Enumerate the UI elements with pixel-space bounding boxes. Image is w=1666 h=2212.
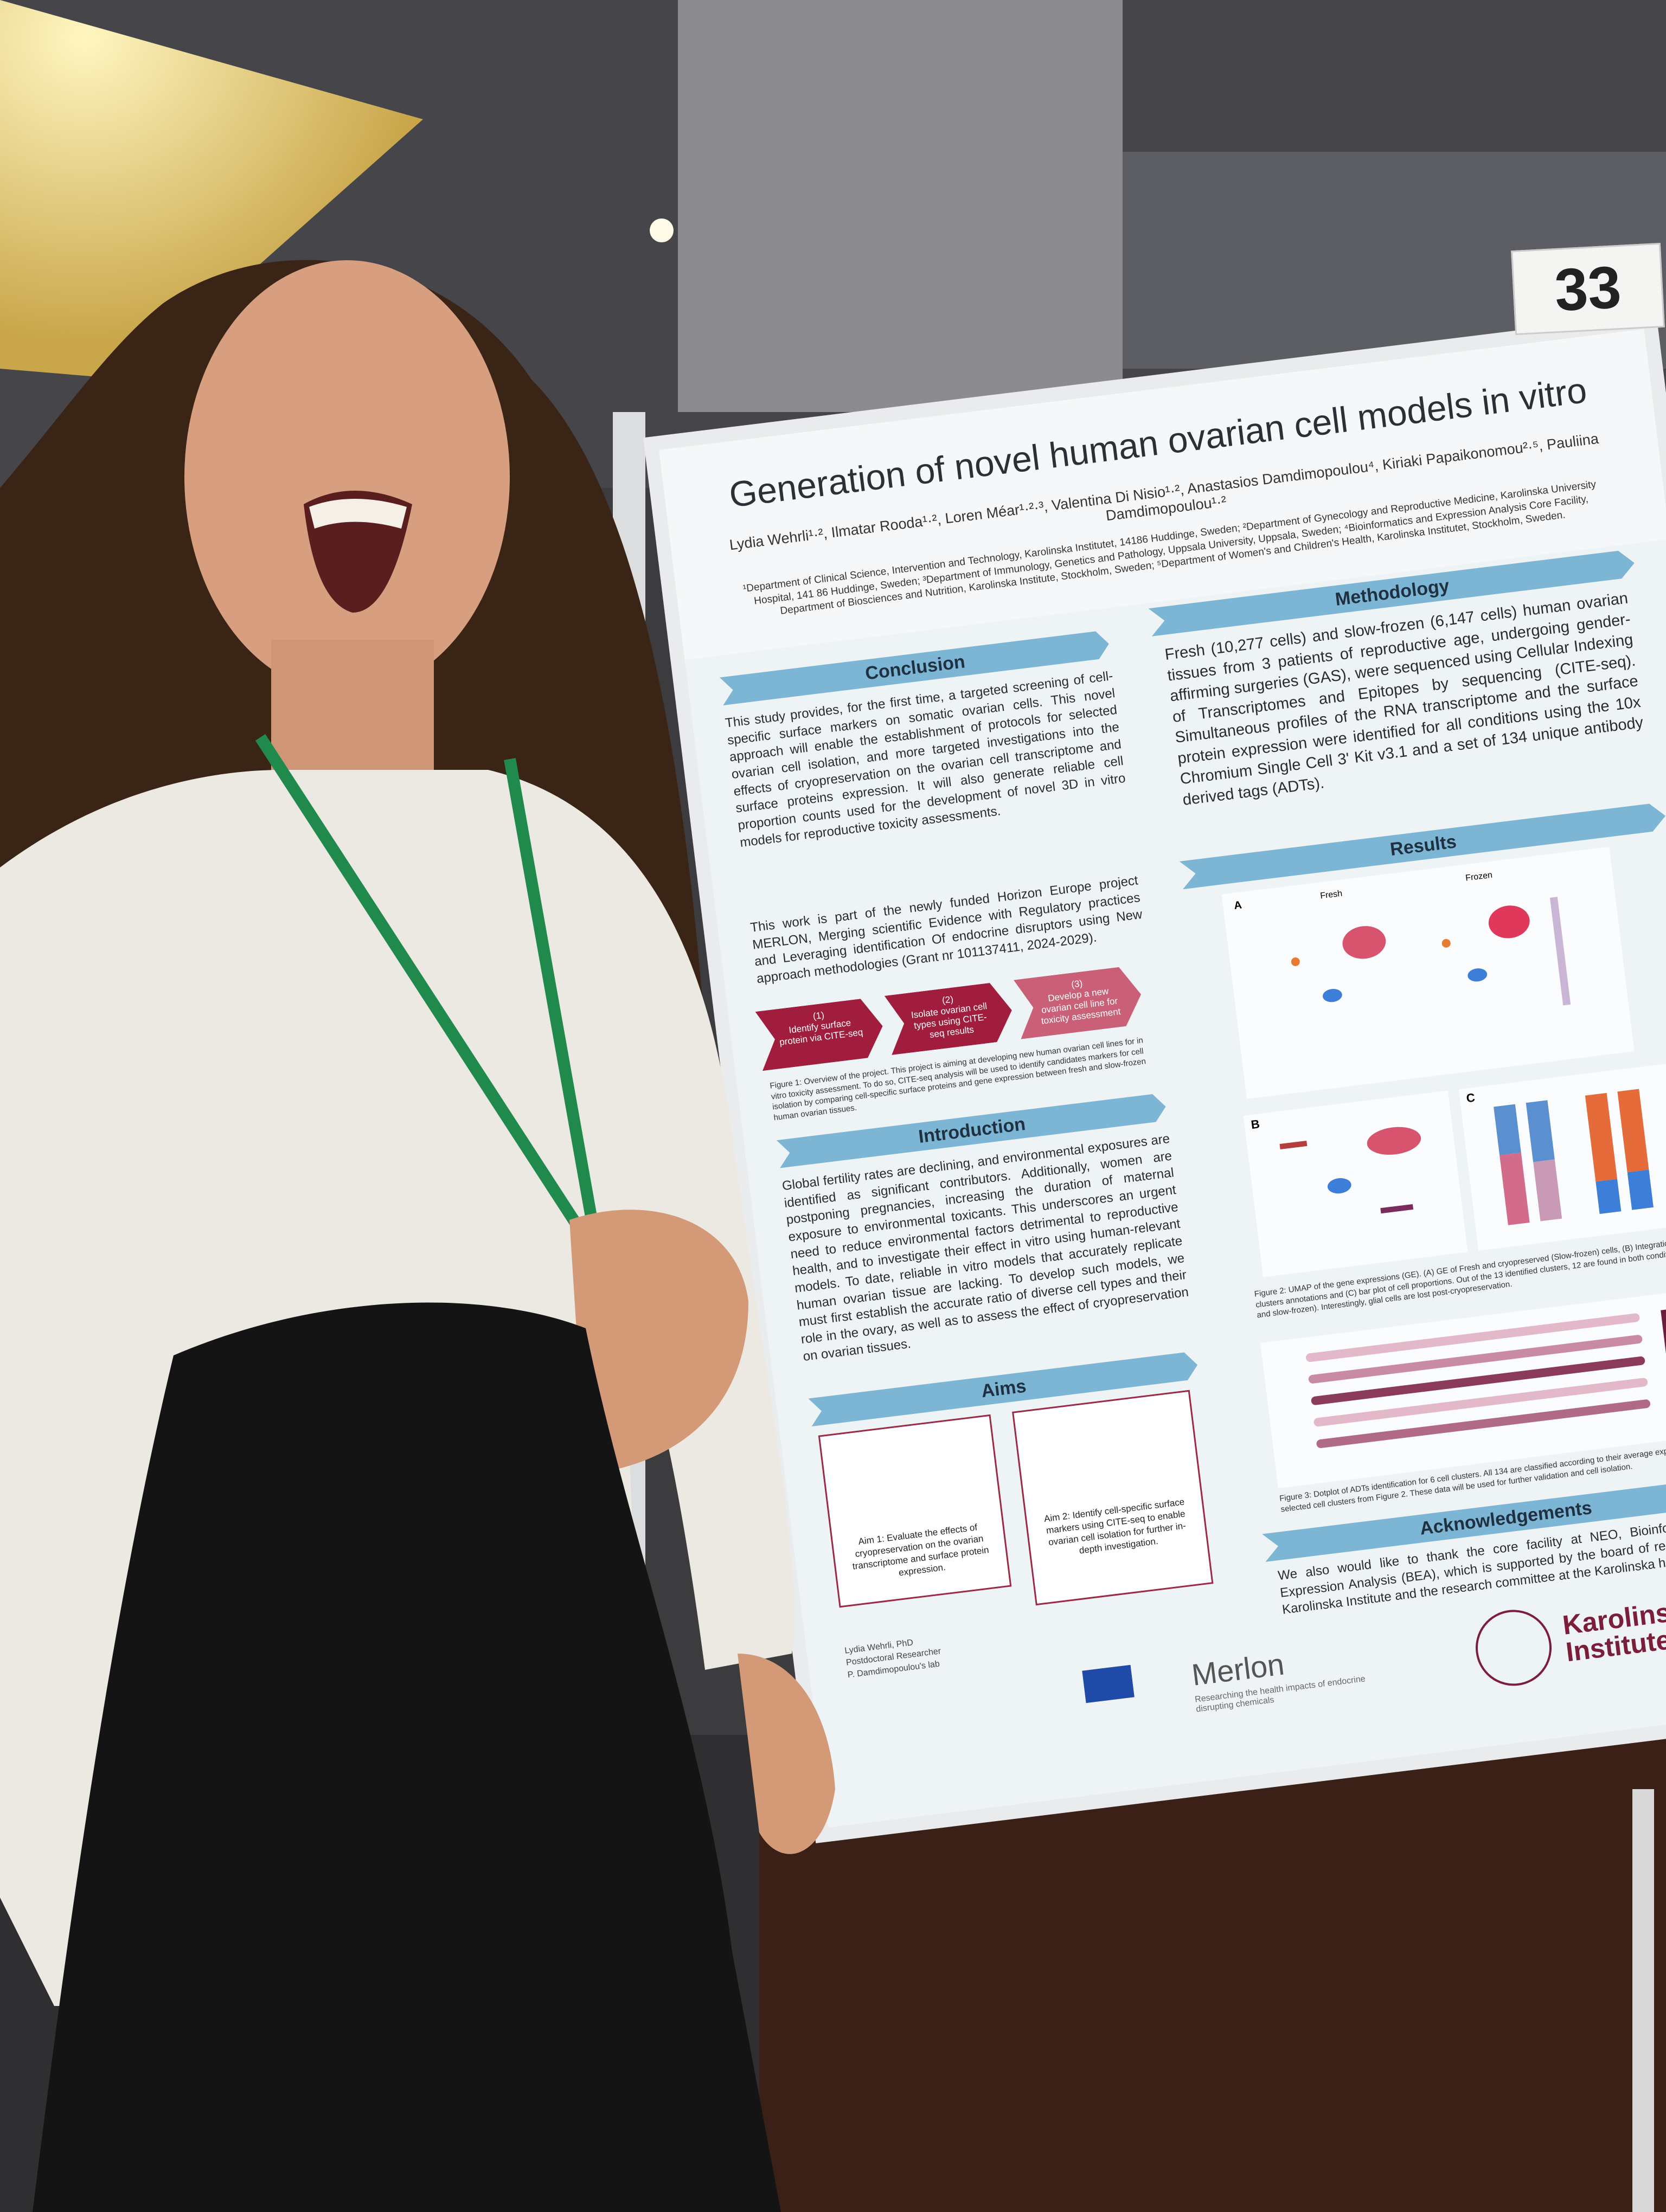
cluster-figure: B	[1243, 1090, 1468, 1277]
umap-title: Fresh	[1319, 889, 1343, 901]
karolinska-seal	[1476, 1610, 1552, 1686]
bar-segment	[1500, 1152, 1530, 1225]
barplot-figure: C	[1458, 1061, 1666, 1251]
panel-label: A	[1233, 899, 1242, 912]
poster-stand-leg	[1632, 1789, 1654, 2212]
dot-row	[1311, 1356, 1645, 1405]
panel-label: C	[1465, 1091, 1476, 1105]
cluster	[1342, 926, 1386, 959]
bar-segment	[1617, 1089, 1649, 1173]
bar-segment	[1595, 1179, 1622, 1214]
fist	[569, 1210, 748, 1475]
bar-segment	[1627, 1169, 1654, 1210]
dot-row	[1316, 1399, 1650, 1448]
color-scale	[1661, 1309, 1666, 1359]
eu-flag	[1082, 1664, 1135, 1703]
dot-row	[1313, 1378, 1648, 1427]
cluster-label	[1279, 1140, 1308, 1149]
spotlight	[650, 218, 674, 242]
face	[184, 260, 510, 694]
umap-figure: A Fresh Frozen	[1221, 846, 1635, 1099]
panel-label: B	[1250, 1117, 1260, 1131]
hand	[738, 1654, 835, 1854]
cluster	[1488, 905, 1530, 938]
bar-segment	[1585, 1092, 1618, 1182]
dot-row	[1308, 1335, 1643, 1384]
poster: Generation of novel human ovarian cell m…	[659, 329, 1666, 1828]
bar-segment	[1526, 1100, 1555, 1162]
cluster	[1291, 957, 1300, 966]
black-jacket	[33, 1302, 781, 2212]
teeth	[309, 499, 407, 529]
legend-swatches	[1549, 897, 1571, 1006]
bar-segment	[1533, 1159, 1562, 1221]
lanyard	[255, 734, 597, 1250]
lanyard	[504, 758, 603, 1248]
cluster-label	[1380, 1204, 1414, 1214]
cluster	[1322, 989, 1342, 1002]
bar-segment	[1494, 1104, 1521, 1155]
cluster	[1367, 1127, 1421, 1155]
cluster	[1441, 938, 1451, 948]
dot-row	[1305, 1313, 1640, 1362]
ceiling-light	[0, 0, 423, 380]
pillar	[678, 0, 1123, 412]
umap-title: Frozen	[1465, 871, 1492, 883]
cluster	[1327, 1178, 1351, 1194]
cluster	[1468, 968, 1488, 982]
dotplot-figure	[1260, 1286, 1666, 1489]
